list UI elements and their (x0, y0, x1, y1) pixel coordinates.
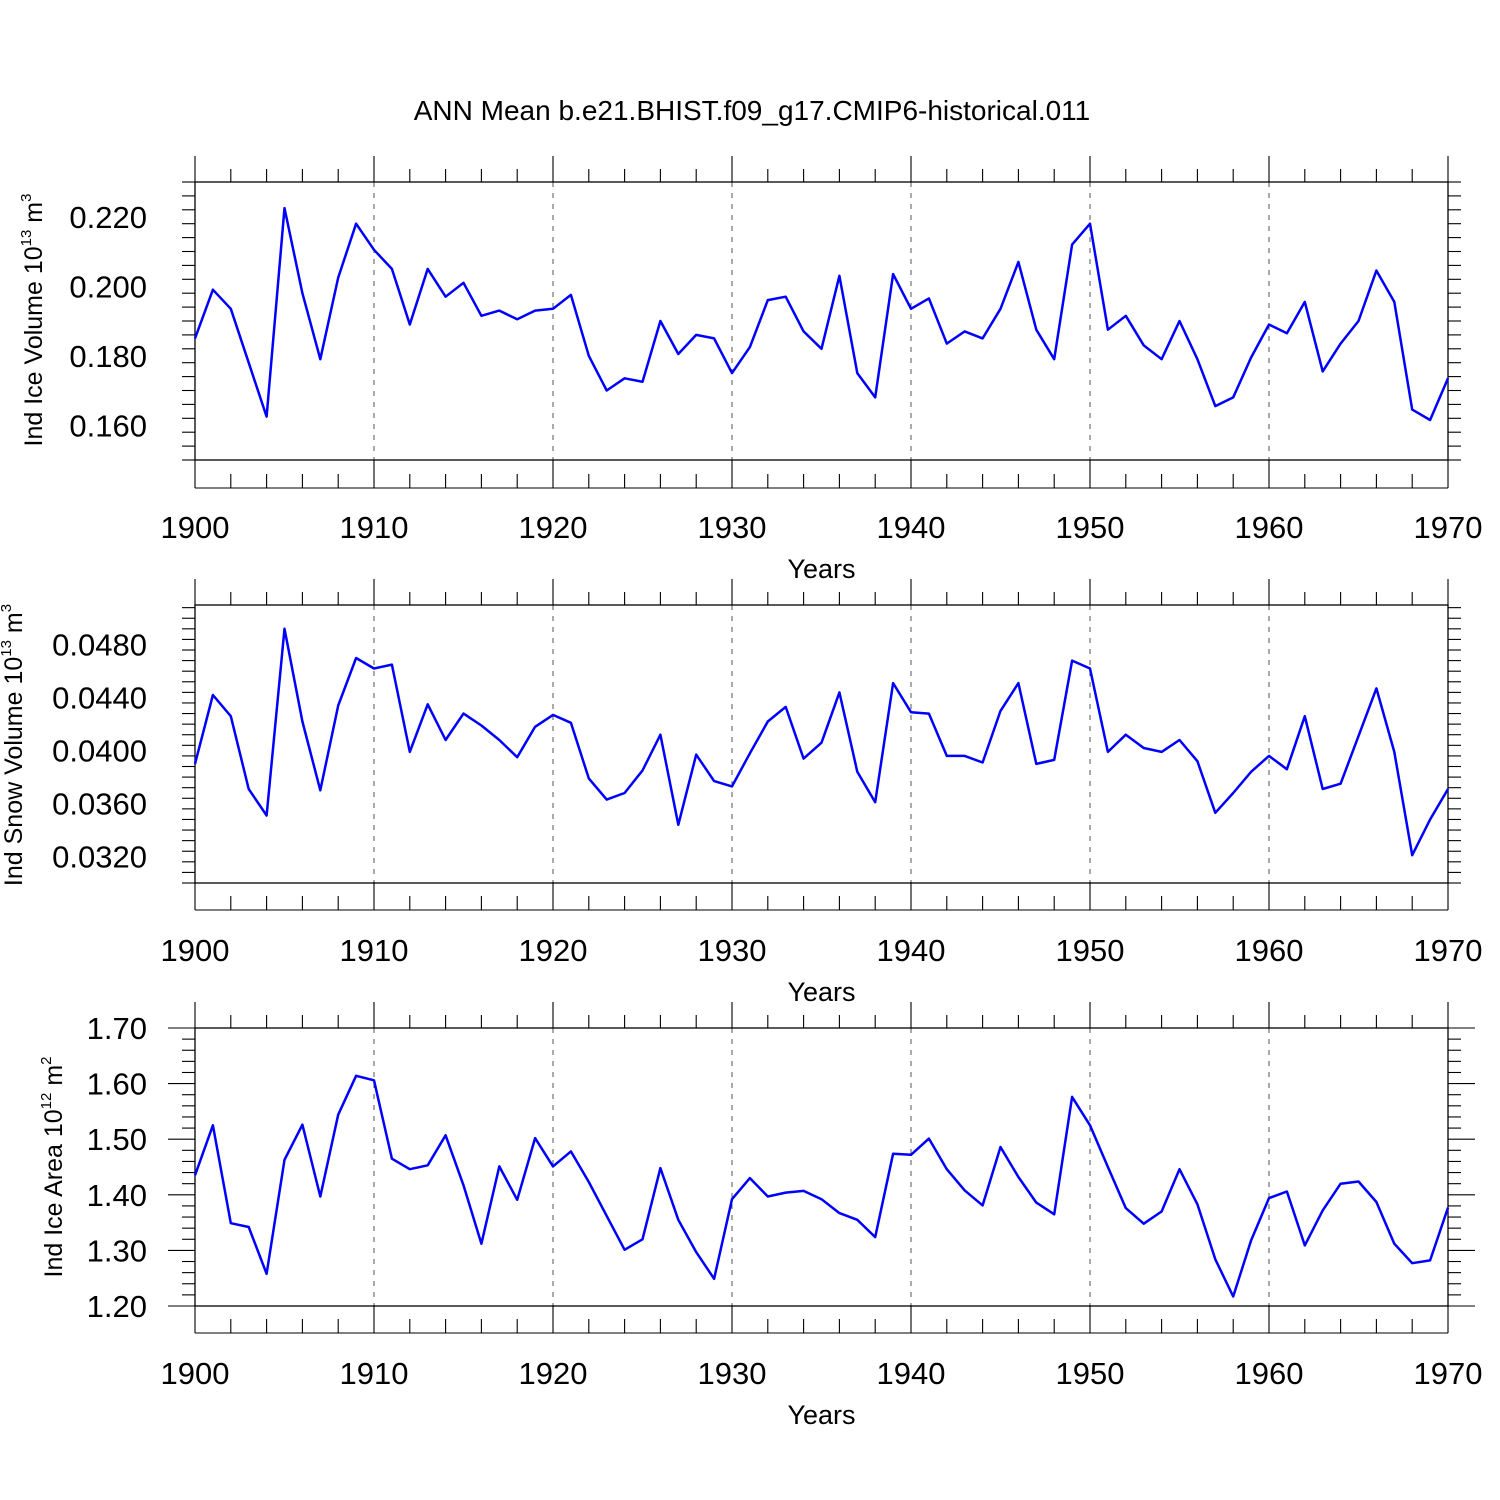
x-tick-label: 1930 (698, 933, 767, 968)
plot-frame (194, 181, 1449, 461)
y-tick-label: 1.30 (87, 1233, 147, 1268)
x-axis-title: Years (787, 977, 855, 1007)
x-tick-label: 1950 (1056, 510, 1125, 545)
y-tick-label: 1.40 (87, 1178, 147, 1213)
panel-2: 1900 1910 1920 1930 1940 1950 1960 1970 Years 0.0… (0, 579, 1482, 1007)
y-tick-label: 1.50 (87, 1122, 147, 1157)
x-tick-label: 1940 (877, 933, 946, 968)
y-axis-title: Ind Snow Volume 1013 m3 (0, 604, 28, 886)
y-tick-label: 1.60 (87, 1067, 147, 1102)
x-tick-label: 1940 (877, 1356, 946, 1391)
x-tick-label: 1940 (877, 510, 946, 545)
panel-3: 1900 1910 1920 1930 1940 1950 1960 1970 Years 1.2… (38, 1002, 1482, 1430)
x-tick-label: 1950 (1056, 1356, 1125, 1391)
x-tick-label: 1910 (340, 1356, 409, 1391)
y-tick-label: 0.0400 (52, 734, 147, 769)
x-tick-label: 1920 (519, 510, 588, 545)
y-tick-label: 0.220 (69, 200, 147, 235)
x-axis-title: Years (787, 1400, 855, 1430)
y-tick-label: 0.0440 (52, 681, 147, 716)
x-tick-label: 1960 (1235, 510, 1304, 545)
plot-frame (194, 1027, 1449, 1307)
x-tick-label: 1930 (698, 510, 767, 545)
y-tick-label: 0.200 (69, 269, 147, 304)
x-tick-label: 1970 (1414, 1356, 1483, 1391)
x-tick-label: 1960 (1235, 1356, 1304, 1391)
series-line (193, 1074, 1450, 1298)
x-tick-label: 1900 (161, 1356, 230, 1391)
x-tick-label: 1910 (340, 510, 409, 545)
plot-frame (194, 604, 1449, 884)
y-tick-label: 1.20 (87, 1289, 147, 1324)
y-axis-title: Ind Ice Volume 1013 m3 (18, 194, 48, 447)
x-tick-label: 1910 (340, 933, 409, 968)
series-line (193, 627, 1450, 857)
x-tick-label: 1900 (161, 933, 230, 968)
x-tick-label: 1970 (1414, 510, 1483, 545)
y-axis-title: Ind Ice Area 1012 m2 (38, 1057, 68, 1278)
panel-1: 1900 1910 1920 1930 1940 1950 1960 1970 Years 0.1… (18, 156, 1482, 584)
x-tick-label: 1960 (1235, 933, 1304, 968)
y-tick-label: 0.160 (69, 408, 147, 443)
series-line (193, 206, 1450, 422)
y-tick-label: 0.0480 (52, 628, 147, 663)
y-tick-label: 1.70 (87, 1011, 147, 1046)
x-axis-title: Years (787, 554, 855, 584)
x-tick-label: 1900 (161, 510, 230, 545)
x-tick-label: 1970 (1414, 933, 1483, 968)
x-tick-label: 1920 (519, 933, 588, 968)
y-tick-label: 0.0360 (52, 787, 147, 822)
y-tick-label: 0.0320 (52, 840, 147, 875)
x-tick-label: 1930 (698, 1356, 767, 1391)
x-tick-label: 1950 (1056, 933, 1125, 968)
y-tick-label: 0.180 (69, 339, 147, 374)
x-tick-label: 1920 (519, 1356, 588, 1391)
chart-title: ANN Mean b.e21.BHIST.f09_g17.CMIP6-histo… (414, 95, 1090, 126)
